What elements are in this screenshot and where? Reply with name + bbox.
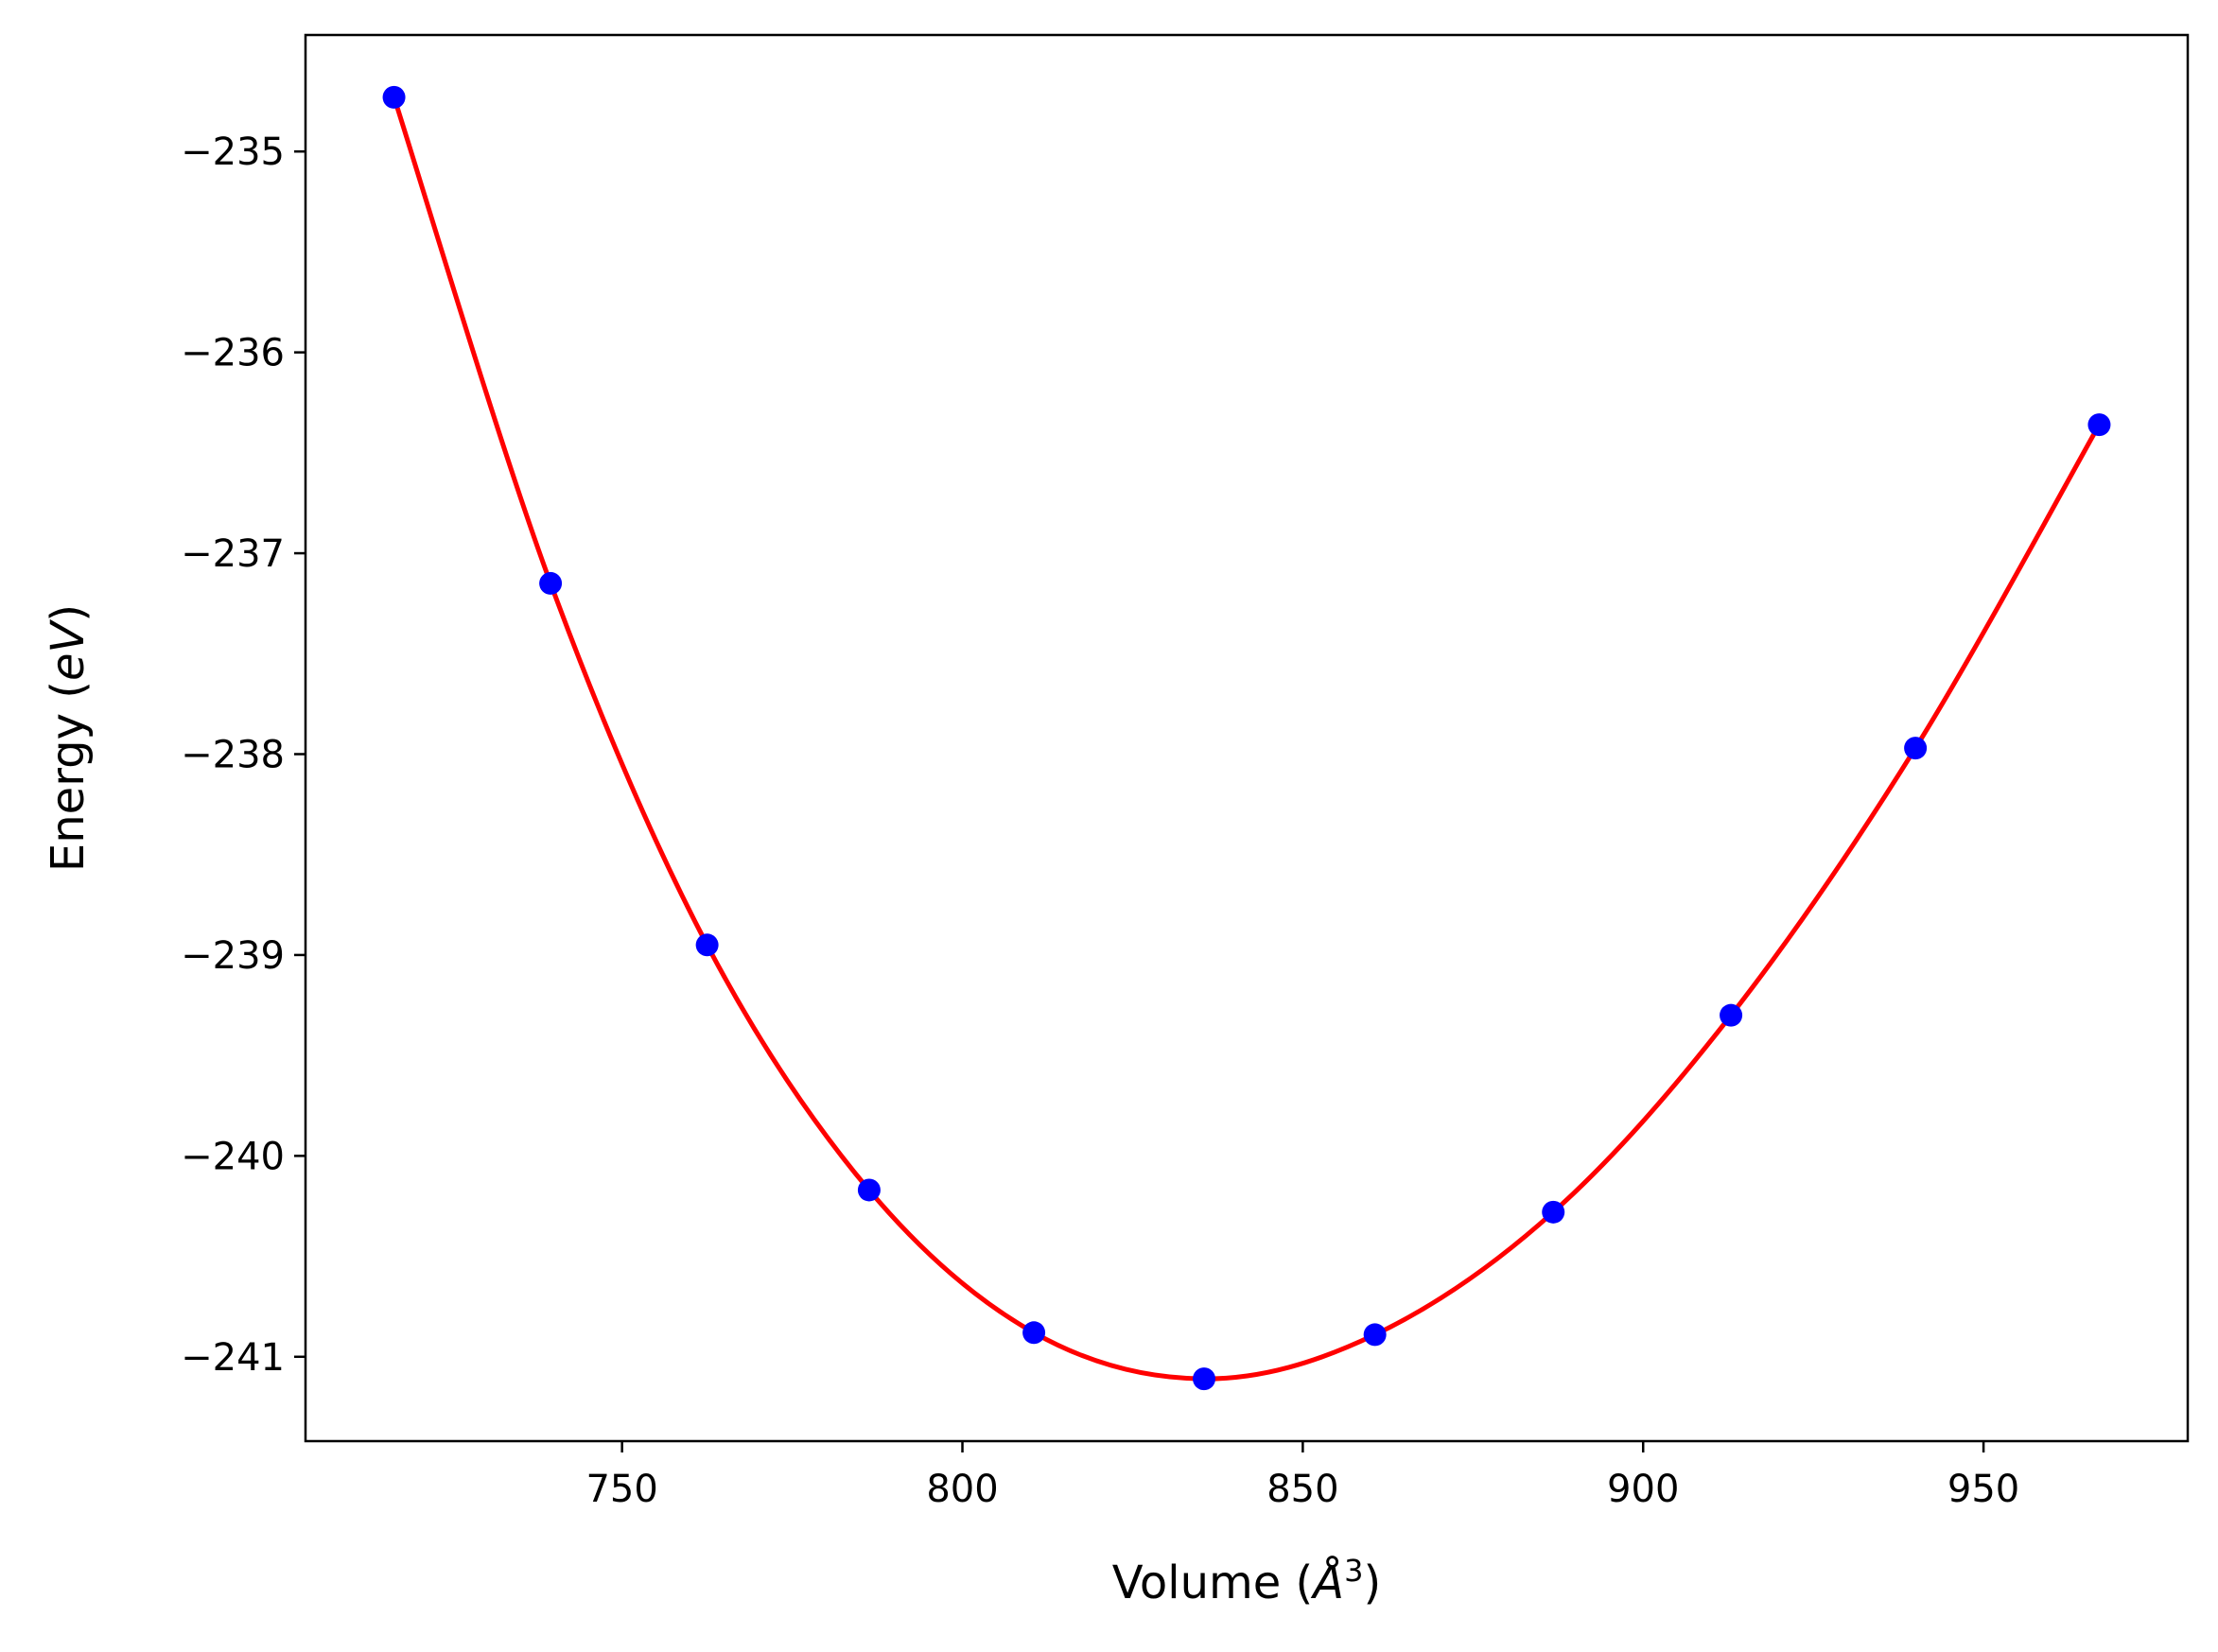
data-point: [1363, 1323, 1387, 1347]
x-tick-label: 850: [1266, 1468, 1338, 1511]
x-tick-label: 900: [1607, 1468, 1679, 1511]
x-tick-label: 800: [926, 1468, 998, 1511]
data-point: [1193, 1367, 1216, 1391]
axes-frame: [304, 33, 2190, 1443]
y-tick-label: −235: [181, 130, 285, 174]
x-tick-label: 750: [585, 1468, 657, 1511]
x-tick-label: 950: [1947, 1468, 2019, 1511]
x-axis-label: Volume (Å3): [1112, 1553, 1381, 1609]
y-tick-label: −236: [181, 332, 285, 375]
data-point: [695, 933, 719, 957]
data-point: [1542, 1200, 1565, 1224]
y-tick-label: −239: [181, 934, 285, 978]
data-point: [1904, 737, 1928, 760]
plot-area: [382, 85, 2111, 1391]
fit-curve-line: [392, 96, 2102, 1382]
data-point: [857, 1178, 881, 1202]
data-point: [1022, 1321, 1046, 1345]
data-point: [1720, 1003, 1743, 1027]
data-point: [2087, 413, 2111, 437]
data-point: [382, 85, 406, 109]
y-tick-label: −241: [181, 1336, 285, 1380]
y-tick-label: −238: [181, 733, 285, 776]
y-tick-label: −237: [181, 532, 285, 576]
axis-ticks: 750 800 850 900 950 −235 −236 −237 −238 −239 −240 −…: [181, 130, 2019, 1511]
y-tick-label: −240: [181, 1135, 285, 1178]
y-axis-label: Energy (eV): [42, 604, 95, 872]
data-point: [539, 571, 563, 595]
